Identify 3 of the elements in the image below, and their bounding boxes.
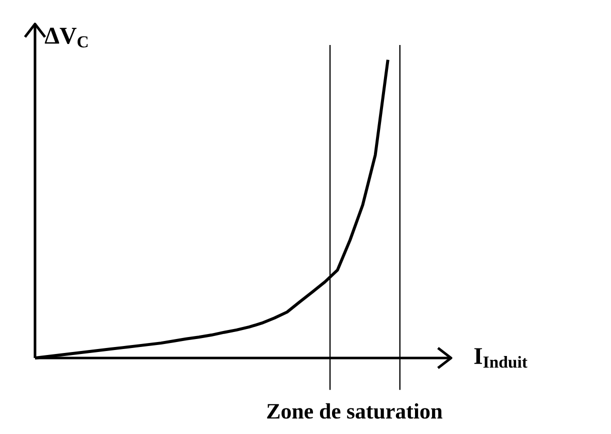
x-axis-title: I$_{Induit}$ bbox=[474, 348, 528, 368]
text: Zone de saturation bbox=[267, 403, 442, 419]
y-axis-title: ΔV$_{C}$ bbox=[44, 28, 88, 48]
